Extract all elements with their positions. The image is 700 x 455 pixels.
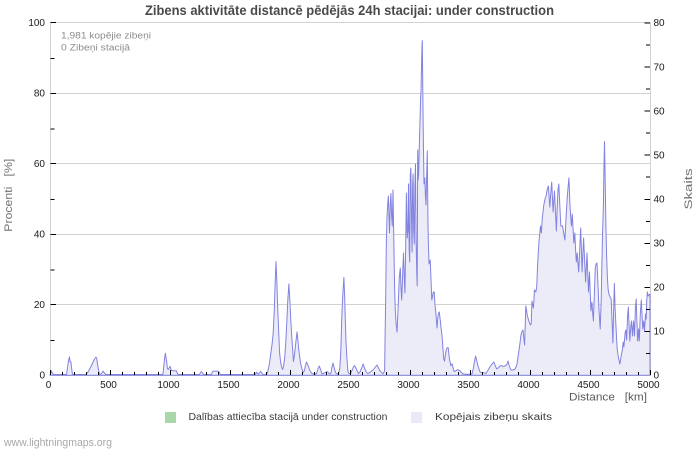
svg-text:60: 60 <box>34 159 46 170</box>
svg-text:40: 40 <box>34 230 46 241</box>
svg-text:70: 70 <box>654 62 666 73</box>
svg-text:10: 10 <box>654 327 666 338</box>
svg-text:60: 60 <box>654 106 666 117</box>
svg-text:2000: 2000 <box>277 380 300 391</box>
svg-text:80: 80 <box>34 89 46 100</box>
svg-text:80: 80 <box>654 18 666 29</box>
svg-text:0: 0 <box>39 371 45 382</box>
svg-text:30: 30 <box>654 239 666 250</box>
svg-text:4000: 4000 <box>517 380 540 391</box>
svg-text:50: 50 <box>654 150 666 161</box>
svg-text:3500: 3500 <box>457 380 480 391</box>
svg-text:40: 40 <box>654 194 666 205</box>
svg-text:Distance [km]: Distance [km] <box>569 392 647 404</box>
svg-text:www.lightningmaps.org: www.lightningmaps.org <box>3 437 112 449</box>
svg-text:2500: 2500 <box>337 380 360 391</box>
svg-text:500: 500 <box>100 380 117 391</box>
svg-text:20: 20 <box>34 300 46 311</box>
svg-text:1500: 1500 <box>217 380 240 391</box>
svg-text:0: 0 <box>46 380 52 391</box>
svg-text:20: 20 <box>654 283 666 294</box>
svg-text:Kopējais zibeņu skaits: Kopējais zibeņu skaits <box>435 412 552 423</box>
svg-text:100: 100 <box>28 18 45 29</box>
svg-text:1000: 1000 <box>157 380 180 391</box>
svg-text:0: 0 <box>654 371 660 382</box>
svg-text:Procenti [%]: Procenti [%] <box>3 159 15 232</box>
svg-text:4500: 4500 <box>577 380 600 391</box>
svg-text:Dalības attiecība stacijā unde: Dalības attiecība stacijā under construc… <box>189 412 388 423</box>
svg-text:5000: 5000 <box>637 380 660 391</box>
svg-text:0 Zibeņi stacijā: 0 Zibeņi stacijā <box>61 43 131 54</box>
svg-text:3000: 3000 <box>397 380 420 391</box>
svg-text:Skaits: Skaits <box>683 168 695 210</box>
svg-text:Zibens aktivitāte distancē pēd: Zibens aktivitāte distancē pēdējās 24h s… <box>145 3 554 18</box>
svg-text:1,981 kopējie zibeņi: 1,981 kopējie zibeņi <box>61 31 151 42</box>
